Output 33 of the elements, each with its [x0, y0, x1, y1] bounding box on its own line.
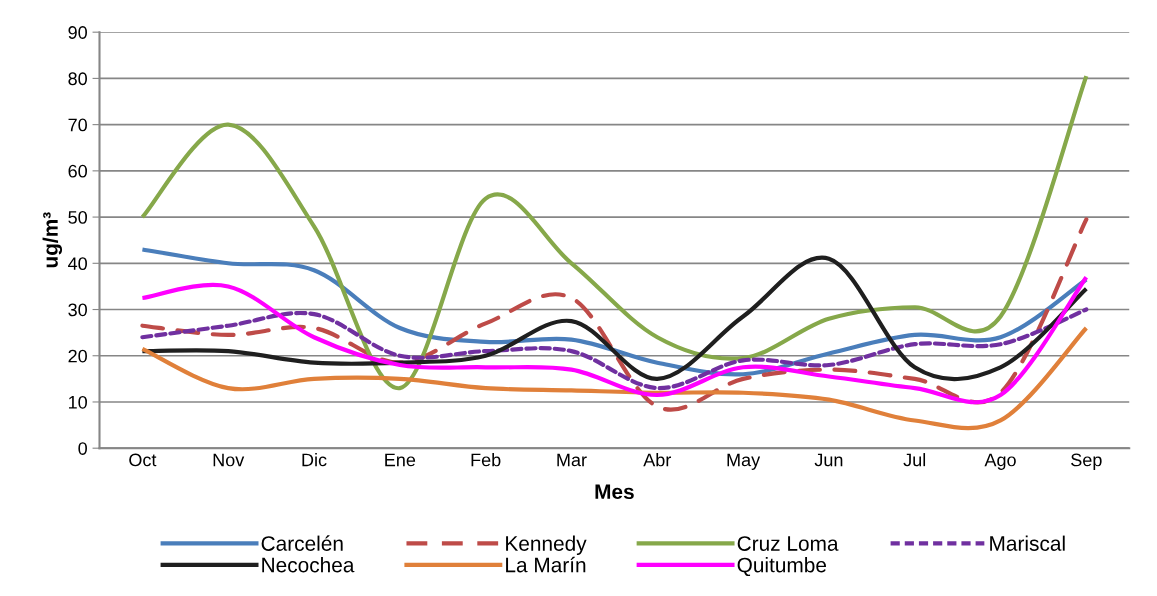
y-tick-label: 40	[68, 257, 87, 271]
y-tick-label: 90	[68, 26, 87, 39]
line-series	[140, 307, 1089, 391]
x-tick-label: Sep	[1071, 453, 1102, 470]
legend-label: Carcelén	[261, 535, 343, 551]
y-tick-label: 20	[68, 349, 87, 363]
legend-label: Cruz Loma	[737, 536, 839, 551]
y-tick-label: 10	[68, 395, 87, 409]
legend-label: Kennedy	[506, 535, 587, 555]
y-tick-label: 60	[68, 164, 87, 178]
x-tick-label: May	[727, 453, 761, 470]
legend-label: Necochea	[262, 557, 355, 573]
line-series	[140, 74, 1089, 391]
x-tick-label: Oct	[129, 453, 157, 467]
x-tick-label: Jun	[814, 453, 843, 467]
x-tick-label: Abr	[643, 453, 672, 467]
y-tick-label: 80	[68, 72, 87, 86]
legend-label: La Marín	[506, 556, 586, 573]
x-tick-label: Jul	[903, 453, 926, 467]
y-tick-label: 30	[68, 303, 87, 317]
y-tick-label: 0	[78, 442, 87, 455]
y-tick-label: 70	[68, 118, 87, 132]
x-axis-title: Mes	[595, 484, 634, 500]
x-tick-label: Mar	[557, 453, 587, 467]
legend-label: Quitumbe	[737, 557, 827, 577]
y-axis-title: ug/m³	[42, 212, 63, 268]
x-tick-label: Nov	[213, 453, 245, 467]
x-tick-label: Feb	[471, 453, 501, 467]
x-tick-label: Dic	[302, 453, 327, 467]
x-tick-label: Ene	[385, 453, 416, 467]
legend-label: Mariscal	[990, 535, 1065, 551]
y-tick-label: 50	[68, 211, 87, 224]
x-tick-label: Ago	[984, 453, 1016, 470]
